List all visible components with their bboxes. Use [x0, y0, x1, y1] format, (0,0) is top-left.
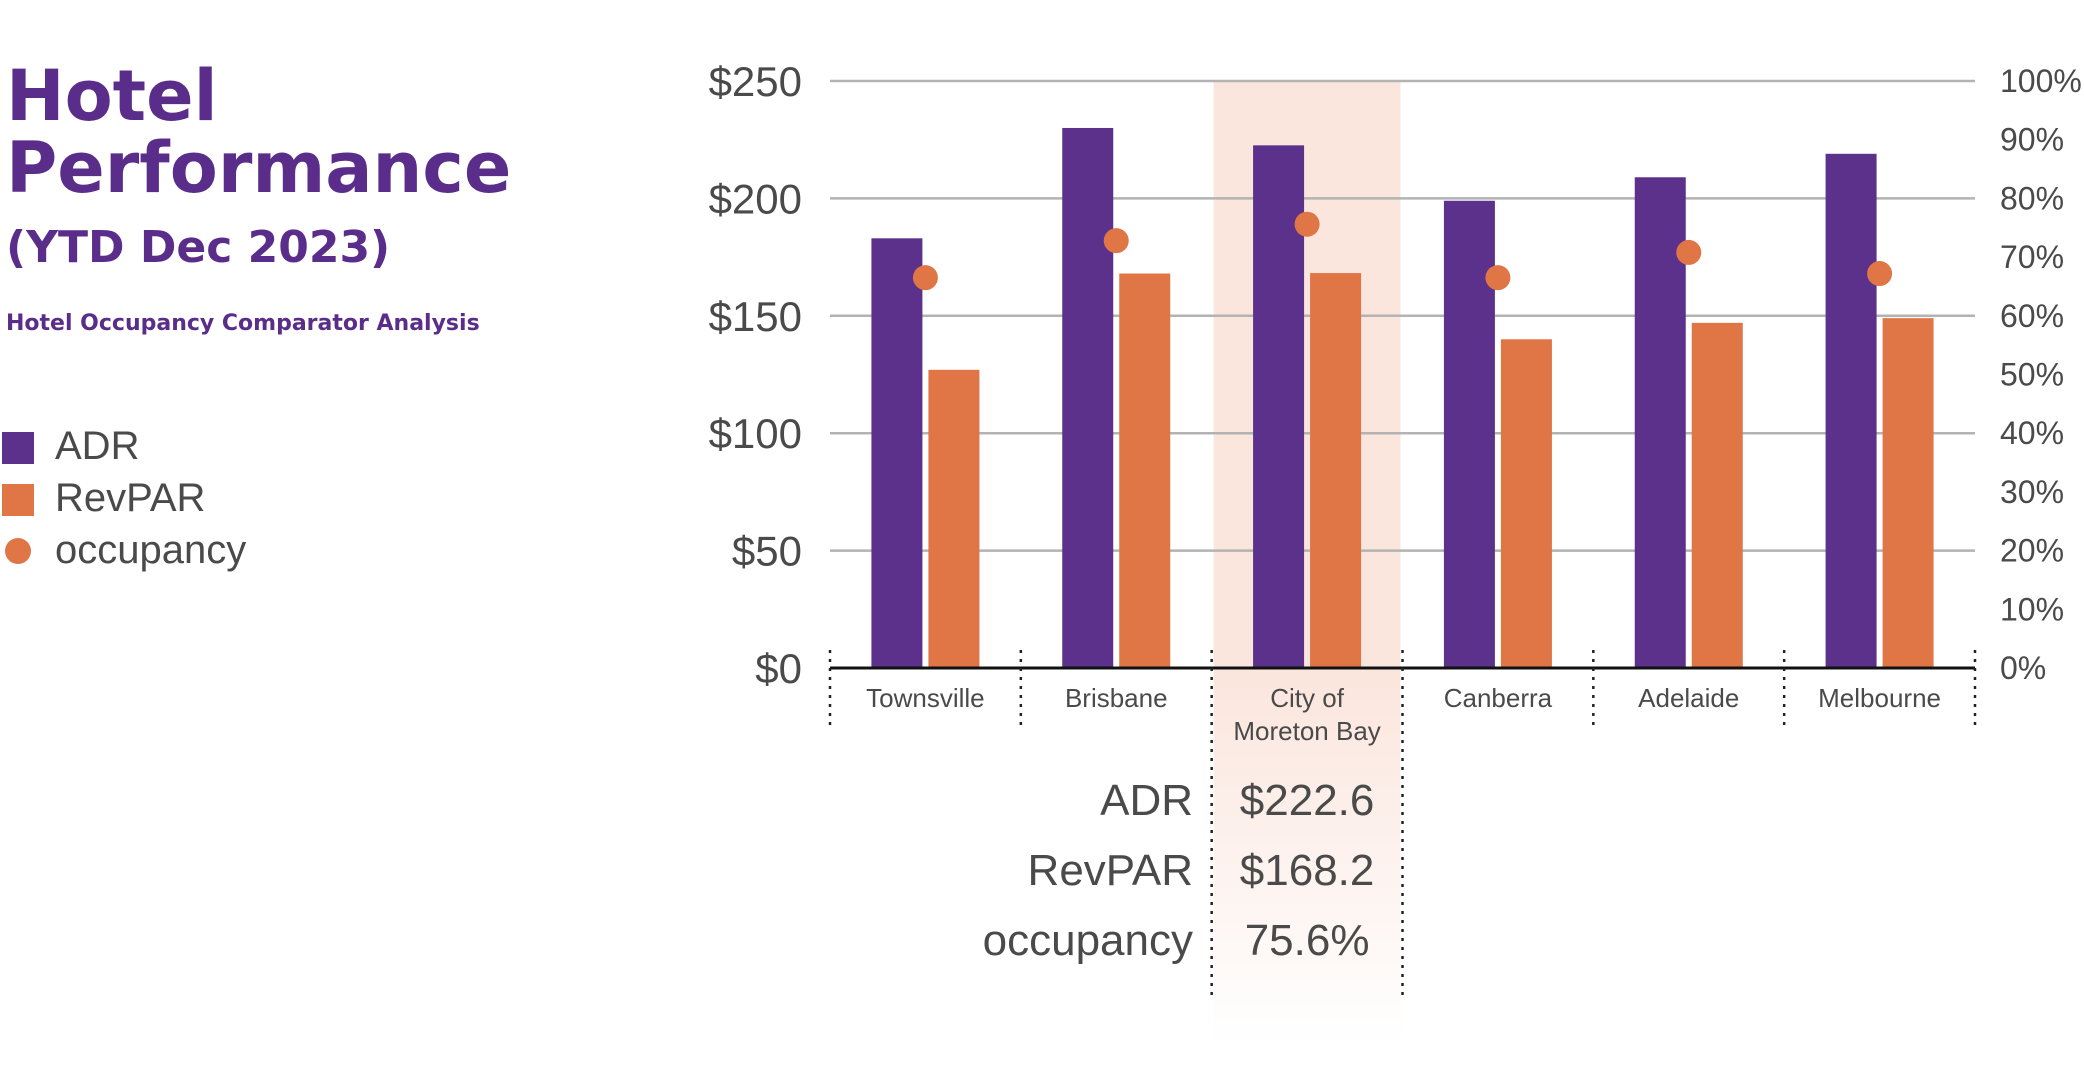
adr-swatch-icon [2, 432, 34, 464]
occupancy-point [1294, 211, 1320, 237]
occupancy-point [1867, 261, 1893, 287]
occupancy-point [912, 265, 938, 291]
category-label: City of [1270, 683, 1344, 713]
summary-value: $222.6 [1240, 776, 1375, 825]
legend-label-revpar: RevPAR [55, 476, 206, 520]
y-right-tick-label: 10% [2000, 591, 2064, 627]
revpar-bar [1500, 339, 1552, 668]
title-line-2: Performance [6, 127, 512, 209]
y-right-tick-label: 60% [2000, 298, 2064, 334]
revpar-bar [1882, 318, 1934, 668]
category-label: Adelaide [1638, 683, 1739, 713]
occupancy-dot-icon [5, 538, 31, 564]
y-left-tick-label: $250 [709, 58, 802, 105]
y-right-tick-label: 0% [2000, 650, 2046, 686]
y-right-tick-label: 80% [2000, 180, 2064, 216]
adr-bar [1443, 200, 1495, 669]
y-right-tick-label: 100% [2000, 63, 2082, 99]
y-right-tick-label: 90% [2000, 122, 2064, 158]
y-left-tick-label: $0 [755, 645, 802, 692]
y-right-tick-label: 50% [2000, 357, 2064, 393]
revpar-bar [928, 369, 980, 668]
y-right-tick-label: 40% [2000, 415, 2064, 451]
y-right-tick-label: 70% [2000, 239, 2064, 275]
occupancy-point [1676, 239, 1702, 265]
period-label: (YTD Dec 2023) [6, 222, 391, 273]
chart-title: Hotel Performance [6, 60, 511, 204]
category-label: Canberra [1444, 683, 1553, 713]
occupancy-point [1485, 265, 1511, 291]
revpar-bar [1310, 273, 1362, 668]
adr-bar [1062, 127, 1114, 668]
summary-value: 75.6% [1245, 916, 1370, 965]
adr-bar [871, 238, 923, 669]
summary-label: occupancy [983, 916, 1193, 965]
legend-label-adr: ADR [55, 424, 140, 468]
y-right-tick-label: 20% [2000, 533, 2064, 569]
legend-label-occupancy: occupancy [55, 528, 247, 572]
category-label: Brisbane [1065, 683, 1168, 713]
y-left-tick-label: $150 [709, 293, 802, 340]
chart-subtitle: Hotel Occupancy Comparator Analysis [6, 311, 480, 336]
y-right-tick-label: 30% [2000, 474, 2064, 510]
y-left-tick-label: $200 [709, 175, 802, 222]
revpar-bar [1691, 322, 1743, 668]
highlight-column [1213, 81, 1401, 1045]
revpar-bar [1119, 273, 1171, 668]
adr-bar [1253, 145, 1305, 668]
summary-label: RevPAR [1028, 846, 1193, 895]
title-line-1: Hotel [6, 55, 218, 137]
occupancy-point [1103, 228, 1129, 254]
summary-label: ADR [1100, 776, 1193, 825]
summary-value: $168.2 [1240, 846, 1375, 895]
y-left-tick-label: $100 [709, 410, 802, 457]
revpar-swatch-icon [2, 484, 34, 516]
y-left-tick-label: $50 [732, 528, 802, 575]
category-label: Moreton Bay [1233, 716, 1380, 746]
adr-bar [1634, 177, 1686, 668]
category-label: Melbourne [1818, 683, 1941, 713]
category-label: Townsville [866, 683, 985, 713]
adr-bar [1825, 153, 1877, 669]
